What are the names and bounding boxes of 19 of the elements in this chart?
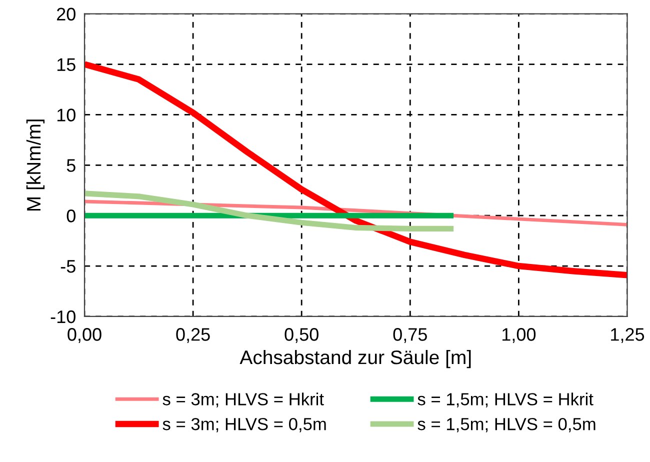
legend-label: s = 1,5m; HLVS = 0,5m: [418, 418, 596, 432]
x-tick-label: 0,75: [393, 328, 427, 343]
y-tick-label: -5: [60, 260, 76, 273]
y-tick-label: 0: [66, 210, 76, 222]
x-axis-title: Achsabstand zur Säule [m]: [240, 350, 471, 368]
x-tick-label: 1,25: [611, 328, 644, 343]
y-tick-label: -10: [50, 310, 76, 324]
y-axis-title: M [kNm/m]: [26, 120, 45, 211]
y-tick-label: 10: [57, 108, 76, 122]
y-tick-label: 20: [56, 8, 76, 21]
x-tick-label: 0,50: [284, 328, 318, 343]
legend-label: s = 3m; HLVS = 0,5m: [162, 418, 326, 432]
x-tick-label: 0,00: [68, 328, 102, 343]
x-tick-label: 1,00: [502, 328, 536, 343]
y-tick-label: 15: [57, 58, 76, 72]
legend-label: s = 3m; HLVS = Hkrit: [162, 392, 324, 408]
x-tick-label: 0,25: [176, 328, 210, 343]
legend-label: s = 1,5m; HLVS = Hkrit: [418, 392, 594, 408]
y-tick-label: 5: [66, 159, 76, 172]
